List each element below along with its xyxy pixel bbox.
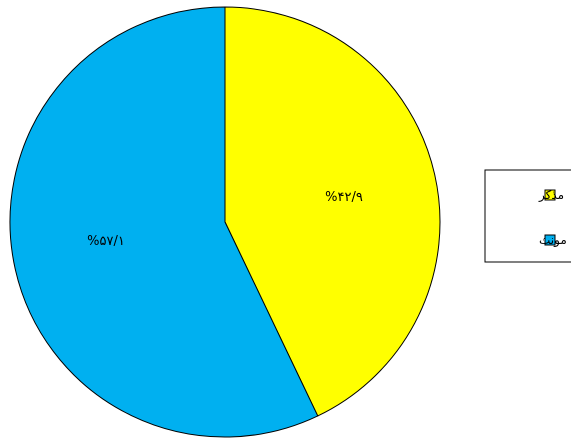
legend-box bbox=[484, 169, 571, 263]
pie-slices bbox=[9, 6, 441, 438]
legend-label-male: مذکر bbox=[538, 188, 564, 203]
legend-swatch-female bbox=[544, 234, 556, 246]
data-label-male: %۴۲/۹ bbox=[325, 190, 363, 205]
pie-data-labels: %۴۲/۹ %۵۷/۱ bbox=[87, 190, 363, 249]
legend-label-female: مونث bbox=[539, 233, 567, 248]
pie-slice-male bbox=[224, 6, 441, 417]
legend: مذکر مونث bbox=[484, 169, 571, 263]
legend-swatch-male bbox=[544, 189, 556, 201]
pie-slice-female bbox=[9, 6, 319, 438]
data-label-female: %۵۷/۱ bbox=[87, 234, 125, 249]
